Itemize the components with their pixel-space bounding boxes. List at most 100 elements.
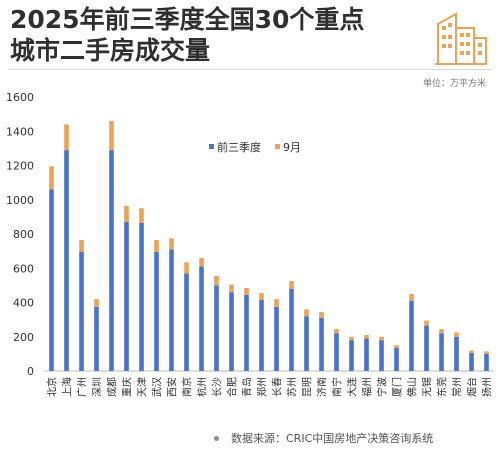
bar-segment-september xyxy=(304,309,309,317)
bar-segment-september xyxy=(49,166,54,190)
x-category-label: 苏州 xyxy=(286,377,299,397)
bar-segment-q1-q3 xyxy=(79,251,84,371)
x-category-label: 上海 xyxy=(61,377,74,397)
source-note: 数据来源：CRIC中国房地产决策咨询系统 xyxy=(231,432,434,445)
bar-segment-september xyxy=(79,239,84,252)
bar-segment-q1-q3 xyxy=(94,306,99,371)
x-category-label: 长春 xyxy=(272,377,284,397)
bar-segment-september xyxy=(379,336,384,341)
x-category-label: 广州 xyxy=(77,377,89,397)
bar-segment-q1-q3 xyxy=(394,347,399,371)
bar-segment-q1-q3 xyxy=(49,189,54,371)
bar-segment-q1-q3 xyxy=(214,285,219,371)
bar-segment-september xyxy=(274,299,279,307)
bar-segment-september xyxy=(139,208,144,223)
bar-segment-q1-q3 xyxy=(139,222,144,371)
bar-segment-september xyxy=(124,205,129,223)
x-category-label: 佛山 xyxy=(406,377,419,397)
y-tick-label: 200 xyxy=(13,331,34,344)
x-category-label: 济南 xyxy=(316,377,329,397)
x-category-label: 昆明 xyxy=(302,377,314,397)
x-category-label: 天津 xyxy=(137,377,149,397)
chart-title: 2025年前三季度全国30个重点 城市二手房成交量 xyxy=(10,4,420,66)
y-tick-label: 800 xyxy=(13,228,34,241)
x-category-label: 宁波 xyxy=(376,377,389,397)
x-category-label: 烟台 xyxy=(466,377,479,397)
x-category-label: 北京 xyxy=(46,377,59,397)
legend-label-q1-q3: 前三季度 xyxy=(217,140,261,154)
bar-segment-september xyxy=(199,257,204,267)
bar-segment-q1-q3 xyxy=(259,299,264,371)
bar-segment-q1-q3 xyxy=(244,294,249,371)
bar-segment-q1-q3 xyxy=(484,353,489,371)
bar-segment-q1-q3 xyxy=(334,333,339,371)
bar-segment-september xyxy=(349,336,354,341)
y-tick-label: 1200 xyxy=(6,160,34,173)
title-line-1: 2025年前三季度全国30个重点 xyxy=(10,5,365,34)
x-category-label: 长沙 xyxy=(212,377,224,397)
x-category-label: 武汉 xyxy=(151,377,164,397)
bar-segment-september xyxy=(289,281,294,289)
bar-segment-q1-q3 xyxy=(154,251,159,371)
bar-segment-september xyxy=(214,275,219,286)
x-category-label: 成都 xyxy=(107,377,119,397)
bar-segment-q1-q3 xyxy=(424,325,429,371)
x-category-label: 扬州 xyxy=(481,377,494,397)
x-category-label: 厦门 xyxy=(391,377,404,397)
bar-segment-q1-q3 xyxy=(454,336,459,371)
unit-label: 单位：万平方米 xyxy=(422,79,486,89)
bar-segment-september xyxy=(259,293,264,300)
y-tick-label: 600 xyxy=(13,262,34,275)
bar-segment-september xyxy=(409,293,414,301)
buildings-icon xyxy=(435,12,487,65)
x-category-label: 杭州 xyxy=(196,377,209,397)
bar-segment-september xyxy=(184,262,189,274)
bar-segment-september xyxy=(334,329,339,334)
legend-swatch-september xyxy=(275,144,280,149)
x-category-label: 合肥 xyxy=(226,377,239,397)
bar-segment-september xyxy=(94,299,99,307)
y-tick-label: 1000 xyxy=(6,194,34,207)
bar-segment-q1-q3 xyxy=(409,300,414,371)
x-category-label: 重庆 xyxy=(121,377,134,397)
x-category-label: 深圳 xyxy=(92,377,104,397)
bar-segment-september xyxy=(484,351,489,354)
bar-segment-q1-q3 xyxy=(124,222,129,371)
bar-segment-q1-q3 xyxy=(364,338,369,371)
bar-segment-q1-q3 xyxy=(274,306,279,371)
x-category-label: 大连 xyxy=(346,377,359,397)
x-category-label: 无锡 xyxy=(421,377,434,397)
bar-segment-september xyxy=(394,345,399,348)
bar-segment-q1-q3 xyxy=(169,249,174,371)
legend-label-september: 9月 xyxy=(283,141,301,154)
x-category-label: 常州 xyxy=(451,377,464,397)
bar-segment-q1-q3 xyxy=(184,273,189,371)
bar-segment-q1-q3 xyxy=(109,150,114,371)
bar-segment-september xyxy=(364,335,369,339)
bar-segment-q1-q3 xyxy=(349,340,354,371)
y-tick-label: 400 xyxy=(13,297,34,310)
bar-segment-q1-q3 xyxy=(304,316,309,371)
bar-segment-q1-q3 xyxy=(319,317,324,371)
bar-segment-q1-q3 xyxy=(289,288,294,371)
y-tick-label: 0 xyxy=(27,365,34,378)
bar-segment-september xyxy=(154,239,159,252)
bar-segment-september xyxy=(319,311,324,318)
title-line-2: 城市二手房成交量 xyxy=(10,36,211,65)
x-category-label: 西安 xyxy=(166,377,179,397)
x-category-label: 青岛 xyxy=(241,377,254,397)
bar-segment-september xyxy=(109,120,114,151)
y-tick-label: 1600 xyxy=(6,91,34,104)
x-category-label: 南宁 xyxy=(331,377,344,397)
bar-segment-september xyxy=(454,332,459,337)
bar-segment-q1-q3 xyxy=(64,150,69,371)
bar-segment-q1-q3 xyxy=(229,292,234,371)
y-tick-label: 1400 xyxy=(6,125,34,138)
bar-segment-september xyxy=(424,320,429,326)
bar-segment-q1-q3 xyxy=(379,340,384,371)
bar-segment-september xyxy=(469,350,474,354)
x-category-label: 郑州 xyxy=(256,377,269,397)
bar-chart: 0 200 400 600 800 1000 1200 1400 1600 北京 上海 广州 深圳 成都重… xyxy=(6,91,494,397)
bar-segment-q1-q3 xyxy=(199,266,204,371)
